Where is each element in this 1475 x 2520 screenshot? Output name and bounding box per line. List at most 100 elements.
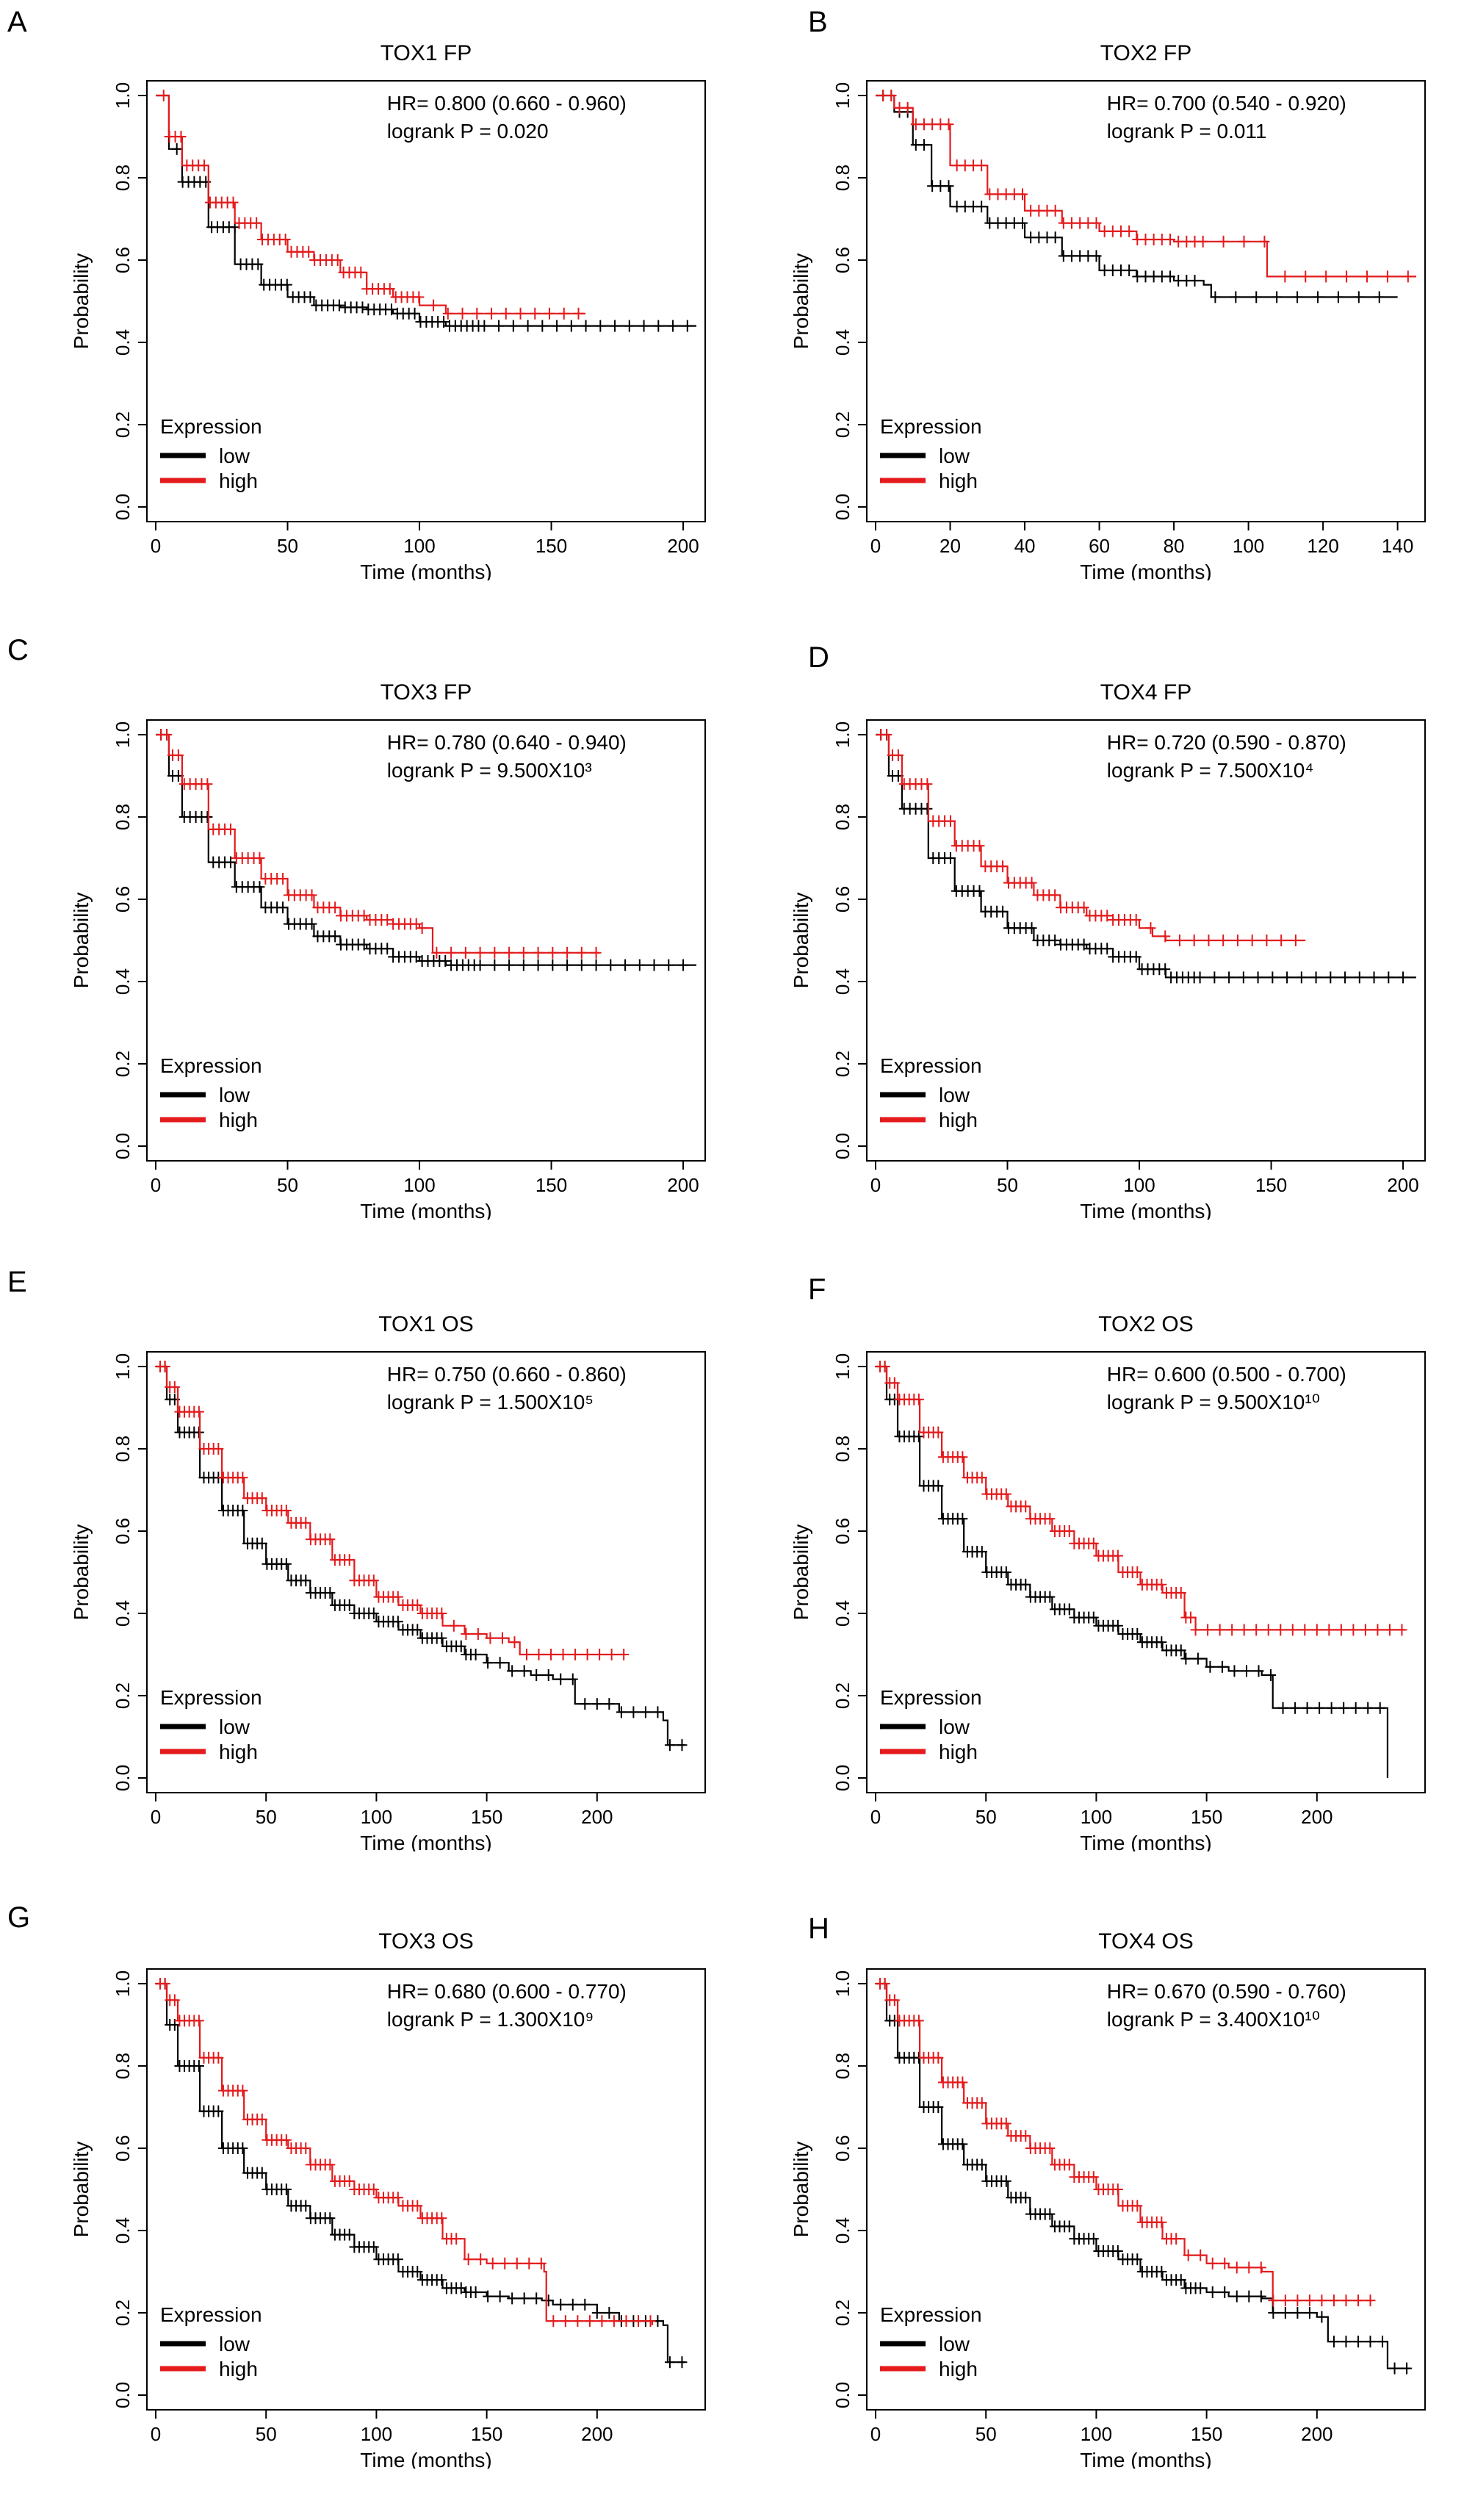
legend-label-high: high [219,469,258,492]
logrank-annotation: logrank P = 9.500X10¹⁰ [1107,1391,1320,1414]
x-axis-label: Time (months) [360,561,491,580]
x-tick-label: 200 [1301,2423,1332,2445]
y-tick-label: 0.6 [112,1518,134,1544]
x-tick-label: 100 [361,2423,392,2445]
y-tick-label: 0.8 [112,2053,134,2079]
x-tick-label: 0 [870,2423,881,2445]
y-tick-label: 1.0 [112,1353,134,1380]
x-tick-label: 200 [667,535,699,557]
logrank-annotation: logrank P = 7.500X10⁴ [1107,759,1314,782]
panel-letter-f: F [808,1273,826,1306]
x-tick-label: 50 [277,1174,298,1196]
y-tick-label: 0.6 [112,247,134,273]
logrank-annotation: logrank P = 9.500X10³ [387,759,592,782]
x-tick-label: 150 [1255,1174,1287,1196]
panel-letter-h: H [808,1912,829,1945]
y-tick-label: 0.2 [832,2300,854,2326]
y-tick-label: 0.6 [112,2135,134,2161]
y-tick-label: 0.4 [832,2217,854,2244]
x-tick-label: 200 [1301,1806,1332,1828]
x-tick-label: 150 [535,1174,567,1196]
censor-marks-low [156,729,689,971]
chart-title: TOX3 OS [378,1929,474,1954]
legend-label-low: low [219,2333,250,2355]
legend-label-low: low [219,444,250,467]
y-tick-label: 0.0 [112,1133,134,1159]
hr-annotation: HR= 0.780 (0.640 - 0.940) [387,731,627,754]
x-tick-label: 0 [870,535,881,557]
x-tick-label: 100 [1081,2423,1112,2445]
plot-frame [866,1351,1426,1793]
legend-label-high: high [939,469,978,492]
plot-frame [146,719,706,1162]
hr-annotation: HR= 0.720 (0.590 - 0.870) [1107,731,1346,754]
x-tick-label: 200 [581,1806,613,1828]
legend-label-low: low [939,2333,970,2355]
x-tick-label: 50 [997,1174,1018,1196]
y-tick-label: 0.0 [832,494,854,520]
chart-title: TOX4 FP [1100,680,1191,705]
censor-marks-high [875,1978,1376,2307]
x-tick-label: 100 [403,535,435,557]
legend-label-high: high [219,1740,258,1763]
y-tick-label: 0.6 [832,2135,854,2161]
y-tick-label: 0.0 [832,1765,854,1791]
y-tick-label: 0.4 [112,2217,134,2244]
x-tick-label: 120 [1307,535,1338,557]
censor-marks-high [876,729,1301,946]
y-tick-label: 0.4 [832,968,854,995]
y-axis-label: Probability [790,1524,812,1621]
censor-marks-low [878,90,1385,303]
panel-letter-b: B [808,6,828,38]
y-tick-label: 0.2 [112,2300,134,2326]
chart-title: TOX4 OS [1098,1929,1194,1954]
x-tick-label: 150 [471,2423,502,2445]
legend-title: Expression [880,1686,982,1709]
x-tick-label: 50 [975,1806,997,1828]
x-axis-label: Time (months) [360,2449,491,2469]
x-tick-label: 140 [1382,535,1413,557]
panel-letter-g: G [7,1901,31,1934]
y-tick-label: 0.8 [112,165,134,191]
y-tick-label: 0.8 [112,1436,134,1462]
chart-title: TOX3 FP [381,680,472,705]
y-tick-label: 0.8 [112,804,134,830]
y-tick-label: 1.0 [832,1970,854,1997]
y-axis-label: Probability [70,2142,93,2238]
plot-frame [146,1351,706,1793]
legend-label-high: high [219,1109,258,1131]
x-tick-label: 200 [581,2423,613,2445]
legend-label-low: low [939,1084,970,1106]
y-axis-label: Probability [790,2142,812,2238]
x-tick-label: 200 [667,1174,699,1196]
km-plot-f: TOX2 OS 0.0 0.2 0.4 0.6 0.8 1.0 0 50 100 150 200 Tim… [790,1312,1426,1851]
x-tick-label: 100 [1233,535,1264,557]
legend-label-high: high [939,2358,978,2380]
hr-annotation: HR= 0.700 (0.540 - 0.920) [1107,92,1346,115]
legend-title: Expression [160,1054,262,1077]
legend-label-high: high [939,1740,978,1763]
y-tick-label: 0.2 [832,411,854,438]
y-axis-label: Probability [70,1524,93,1621]
km-plot-c: TOX3 FP 0.0 0.2 0.4 0.6 0.8 1.0 0 50 100 150 200 Tim… [70,680,706,1220]
y-tick-label: 0.8 [832,165,854,191]
y-tick-label: 0.8 [832,1436,854,1462]
censor-marks-low [155,1978,688,2369]
legend-title: Expression [160,2303,262,2326]
y-tick-label: 0.6 [832,886,854,912]
km-plot-e: TOX1 OS 0.0 0.2 0.4 0.6 0.8 1.0 0 50 100 150 200 Tim… [70,1312,706,1851]
x-tick-label: 50 [256,2423,277,2445]
y-axis-label: Probability [790,253,812,350]
y-tick-label: 0.0 [832,2382,854,2408]
km-curve-high [156,1982,654,2325]
plot-frame [866,719,1426,1162]
panel-letter-d: D [808,641,829,674]
x-tick-label: 50 [256,1806,277,1828]
x-tick-label: 100 [1081,1806,1112,1828]
logrank-annotation: logrank P = 0.020 [387,120,549,143]
censor-marks-high [158,90,584,320]
y-tick-label: 0.4 [112,968,134,995]
legend-label-high: high [219,2358,258,2380]
logrank-annotation: logrank P = 1.500X10⁵ [387,1391,594,1414]
y-tick-label: 0.6 [832,1518,854,1544]
